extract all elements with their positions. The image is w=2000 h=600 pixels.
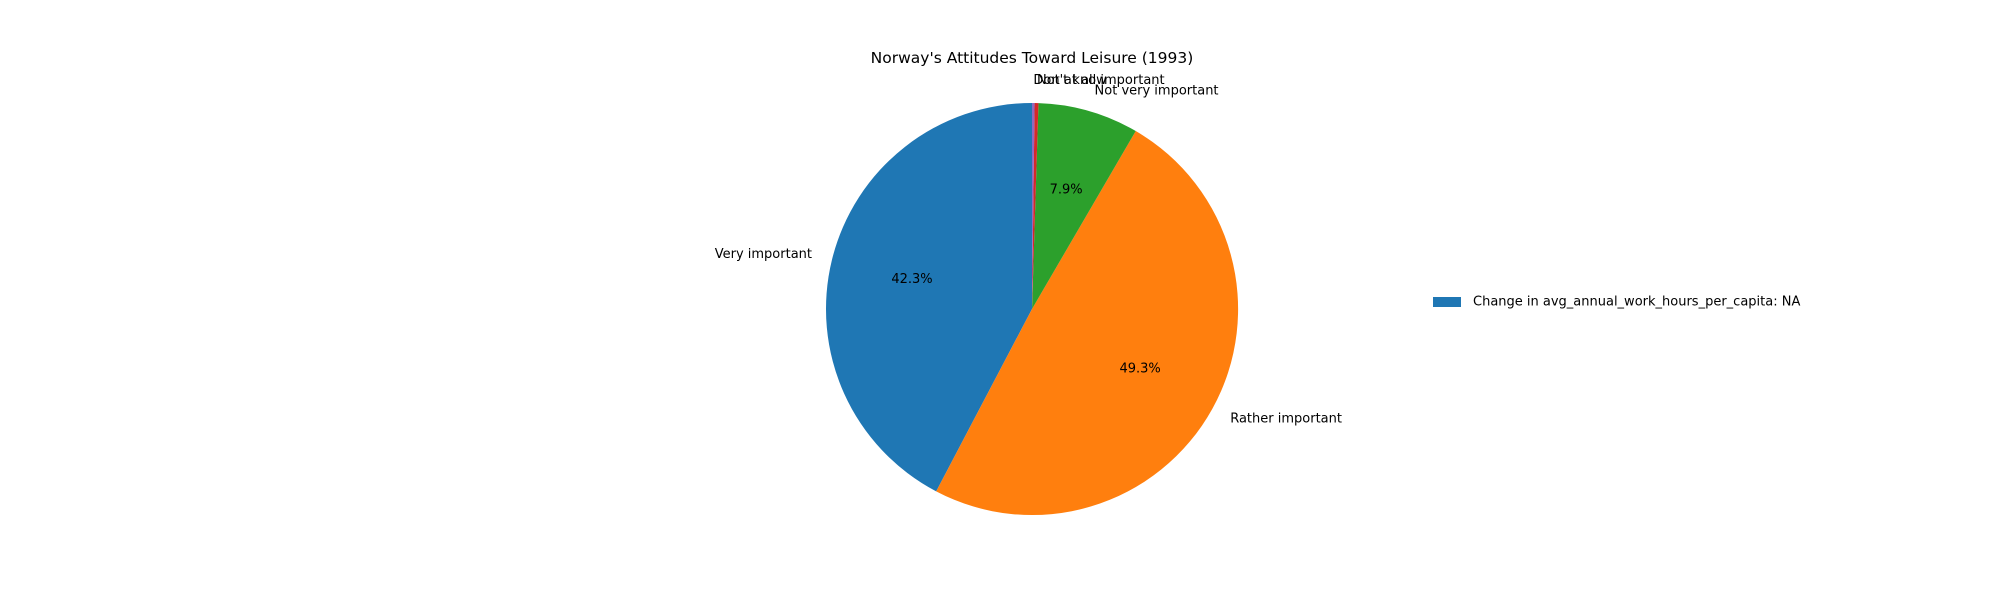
legend: Change in avg_annual_work_hours_per_capi… <box>1433 295 1800 310</box>
pie-slice-not-very-important <box>1032 103 1136 309</box>
pie-slice-not-at-all-important <box>1032 103 1039 310</box>
slice-percent-not-very-important: 7.9% <box>1050 183 1083 198</box>
pie-slice-very-important <box>825 103 1032 492</box>
legend-label: Change in avg_annual_work_hours_per_capi… <box>1473 295 1800 310</box>
pie-labels: Very important 42.3% Rather important 49.3%… <box>715 73 1342 426</box>
slice-label-don-t-know: Don't know <box>1033 73 1107 88</box>
slice-label-not-at-all-important: Not at all important <box>1037 73 1165 88</box>
chart-title: Norway's Attitudes Toward Leisure (1993) <box>871 49 1194 67</box>
legend-swatch <box>1433 297 1461 307</box>
slice-percent-rather-important: 49.3% <box>1119 361 1160 376</box>
slice-label-very-important: Very important <box>715 247 812 262</box>
pie-slice-don-t-know <box>1032 103 1035 309</box>
pie-slices <box>825 103 1239 516</box>
slice-label-rather-important: Rather important <box>1230 411 1342 426</box>
pie-slice-rather-important <box>936 131 1239 516</box>
slice-percent-very-important: 42.3% <box>891 272 932 287</box>
slice-label-not-very-important: Not very important <box>1095 84 1219 99</box>
